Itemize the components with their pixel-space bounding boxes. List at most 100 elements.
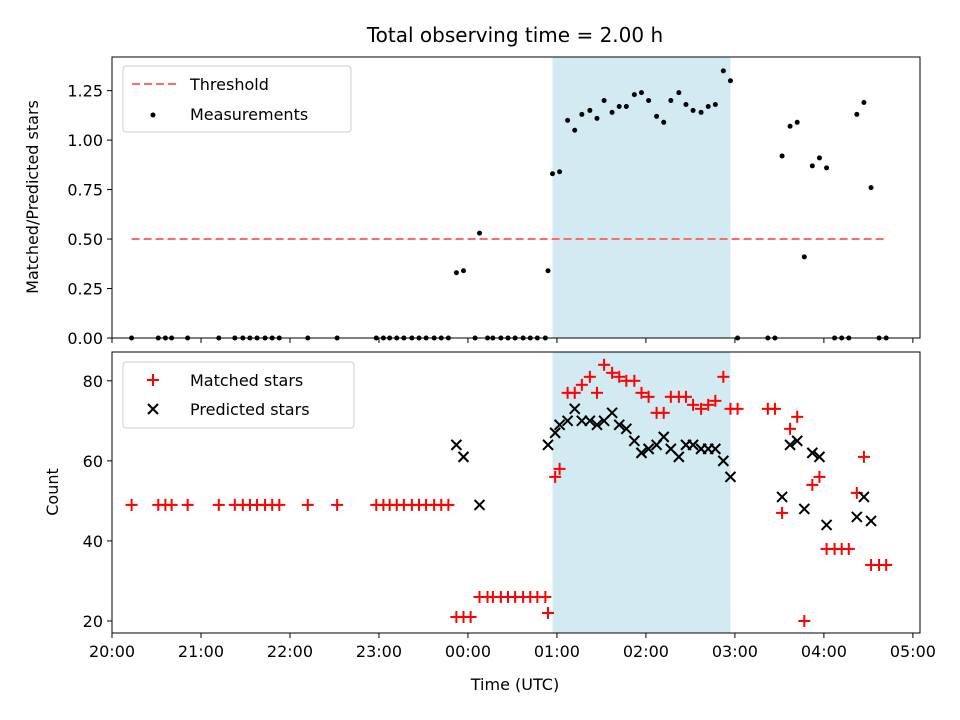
matched-star-point <box>301 498 314 511</box>
matched-star-point <box>880 558 893 571</box>
bottom-shaded-region <box>552 352 731 633</box>
predicted-star-point <box>635 447 648 459</box>
matched-star-point <box>331 498 344 511</box>
matched-star-point <box>842 542 855 555</box>
x-axis-label: Time (UTC) <box>470 675 559 694</box>
shaded-band <box>552 352 731 633</box>
predicted-star-point <box>858 491 870 503</box>
bottom-x-ticks: 20:00 21:00 22:00 23:00 00:00 01:00 02:00 03:00… <box>89 633 936 661</box>
measurement-point <box>477 230 483 236</box>
predicted-star-point <box>561 415 574 427</box>
matched-star-point <box>679 390 692 403</box>
matched-star-point <box>642 390 655 403</box>
measurement-point <box>453 270 459 276</box>
measurement-point <box>601 98 607 104</box>
matched-star-point <box>635 386 648 399</box>
measurement-point <box>690 107 696 113</box>
measurement-point <box>854 111 860 117</box>
matched-star-point <box>606 366 619 379</box>
matched-star-point <box>709 394 722 407</box>
matched-star-point <box>776 506 789 519</box>
x-tick-label: 05:00 <box>890 642 936 661</box>
legend-measurements-label: Measurements <box>190 105 308 124</box>
bottom-plot-frame <box>111 351 921 634</box>
x-tick-label: 02:00 <box>623 642 669 661</box>
matched-star-point <box>717 370 730 383</box>
predicted-star-point <box>553 419 566 431</box>
matched-star-point <box>857 450 870 463</box>
bottom-legend: Matched stars Predicted stars <box>122 361 355 429</box>
measurement-point <box>579 111 585 117</box>
measurement-point <box>661 119 667 125</box>
measurement-point <box>594 115 600 121</box>
y-tick-label: 0.50 <box>67 230 103 249</box>
matched-star-point <box>539 590 552 603</box>
legend-threshold-label: Threshold <box>189 75 269 94</box>
predicted-star-point <box>813 451 826 463</box>
predicted-star-point <box>776 491 788 503</box>
matched-star-point <box>212 498 225 511</box>
matched-star-point <box>181 498 194 511</box>
predicted-star-point <box>724 471 737 483</box>
matched-star-point <box>628 374 641 387</box>
predicted-star-point <box>806 447 819 459</box>
predicted-star-point <box>457 451 470 463</box>
predicted-star-point <box>798 503 811 515</box>
matched-star-point <box>583 370 596 383</box>
x-tick-label: 20:00 <box>89 642 135 661</box>
predicted-star-point <box>549 427 561 439</box>
measurement-point <box>824 165 830 171</box>
x-tick-label: 21:00 <box>178 642 224 661</box>
chart-title: Total observing time = 2.00 h <box>366 23 663 47</box>
y-tick-label: 0.00 <box>67 329 103 348</box>
top-panel: Total observing time = 2.00 h 0.00 0.25 0.… <box>23 23 921 348</box>
measurement-point <box>712 101 718 107</box>
measurement-point <box>676 90 682 96</box>
matched-star-point <box>768 402 781 415</box>
measurement-point <box>638 90 644 96</box>
predicted-star-point <box>673 451 685 463</box>
y-tick-label: 80 <box>83 372 103 391</box>
matched-star-point <box>813 470 826 483</box>
measurement-point <box>705 103 711 109</box>
measurement-point <box>816 155 822 161</box>
y-tick-label: 0.75 <box>67 181 103 200</box>
measurement-point <box>565 117 571 123</box>
predicted-star-point <box>851 511 863 523</box>
predicted-star-point <box>473 499 486 511</box>
predicted-star-point <box>628 435 641 447</box>
matched-star-point <box>464 610 477 623</box>
measurement-point <box>609 109 615 115</box>
predicted-star-point <box>820 519 833 531</box>
matched-star-point <box>542 606 555 619</box>
matched-star-point <box>598 358 611 371</box>
predicted-star-point <box>717 455 730 467</box>
predicted-star-point <box>865 515 877 527</box>
measurement-point <box>720 68 726 74</box>
matched-star-point <box>590 386 603 399</box>
shaded-band <box>552 57 731 338</box>
matched-star-point <box>798 614 811 627</box>
measurement-point <box>809 163 815 169</box>
measurement-point <box>654 113 660 119</box>
measurement-point <box>572 127 578 133</box>
matched-star-point <box>731 402 744 415</box>
bottom-panel: 20 40 60 80 20:00 21:00 22:00 23:00 00:00 01:00 0… <box>43 351 936 694</box>
x-tick-label: 04:00 <box>801 642 847 661</box>
legend-predicted-label: Predicted stars <box>190 400 310 419</box>
matched-star-point <box>442 498 455 511</box>
top-y-ticks: 0.00 0.25 0.50 0.75 1.00 1.25 <box>67 82 112 348</box>
x-tick-label: 03:00 <box>712 642 758 661</box>
measurement-point <box>794 119 800 125</box>
measurement-point <box>549 171 555 177</box>
measurement-point <box>616 103 622 109</box>
y-tick-label: 0.25 <box>67 280 103 299</box>
predicted-star-point <box>450 439 463 451</box>
measurement-point <box>587 107 593 113</box>
measurement-point <box>631 92 637 98</box>
legend-measurements-swatch <box>150 112 156 118</box>
matched-star-point <box>791 410 804 423</box>
predicted-star-point <box>791 435 803 447</box>
measurement-point <box>460 268 466 274</box>
